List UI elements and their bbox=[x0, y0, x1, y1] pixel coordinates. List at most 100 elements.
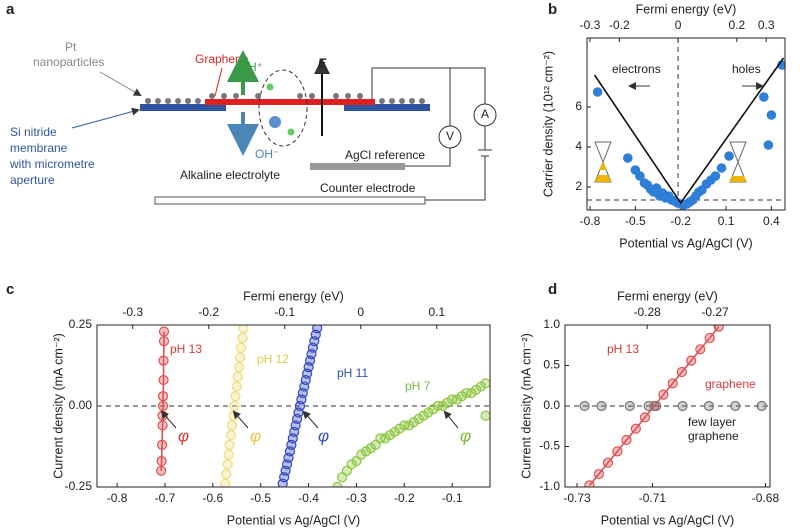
x2-axis-label: Fermi energy (eV) bbox=[243, 289, 344, 303]
data-point bbox=[677, 400, 688, 412]
panel-letter: c bbox=[6, 281, 14, 298]
annotation: holes bbox=[732, 62, 761, 76]
y-tick-label: 6 bbox=[575, 99, 582, 113]
data-point bbox=[667, 378, 678, 389]
graphene-label: Graphene bbox=[195, 52, 249, 66]
y-tick-label: 0.0 bbox=[543, 398, 560, 412]
arrow bbox=[302, 410, 319, 429]
data-point bbox=[658, 389, 669, 400]
data-point bbox=[676, 366, 687, 378]
x-tick-label: -0.6 bbox=[202, 491, 223, 505]
arrow bbox=[71, 107, 140, 129]
data-point bbox=[596, 400, 607, 412]
chart-panel: b -0.8 -0.5 -0.2 0.1 0.4 -0.3 -0.2 0 0.2 0.3 2 4 6 Pot… bbox=[541, 1, 786, 250]
data-point bbox=[157, 400, 169, 412]
x2-tick-label: -0.2 bbox=[609, 18, 630, 32]
data-point bbox=[593, 468, 605, 480]
data-point bbox=[232, 371, 243, 382]
y-tick-label: 0.25 bbox=[69, 317, 93, 331]
x-tick-label: -0.5 bbox=[250, 491, 271, 505]
data-point bbox=[312, 325, 323, 334]
data-layer bbox=[592, 57, 785, 210]
chart-panel: c -0.8 -0.7 -0.6 -0.5 -0.4 -0.3 -0.2 -0.1 -0.3 -0.… bbox=[6, 281, 491, 527]
data-point bbox=[158, 374, 169, 386]
annotation: φ bbox=[318, 426, 329, 445]
data-point bbox=[156, 465, 167, 476]
data-point bbox=[695, 344, 706, 355]
ammeter-label: A bbox=[481, 107, 489, 121]
data-point bbox=[480, 410, 490, 421]
arrow bbox=[443, 410, 459, 429]
data-point bbox=[710, 171, 721, 181]
x-tick-label: -0.8 bbox=[580, 214, 601, 228]
nanoparticles bbox=[145, 93, 425, 104]
data-point bbox=[713, 325, 724, 332]
data-point bbox=[621, 434, 632, 446]
panel-letter: a bbox=[6, 1, 15, 18]
proton bbox=[266, 83, 274, 91]
data-point bbox=[630, 423, 641, 434]
arrow bbox=[99, 71, 142, 96]
y-axis-label: Carrier density (10¹² cm⁻²) bbox=[541, 51, 555, 197]
ion bbox=[269, 116, 281, 128]
x2-tick-label: -0.28 bbox=[633, 305, 661, 319]
counter-label: Counter electrode bbox=[320, 181, 416, 195]
y-tick-label: 4 bbox=[575, 139, 582, 153]
data-point bbox=[234, 362, 245, 373]
data-point bbox=[724, 151, 734, 161]
data-point bbox=[224, 439, 235, 450]
annotation: pH 12 bbox=[257, 352, 289, 366]
arrow bbox=[232, 410, 249, 429]
data-point bbox=[592, 87, 603, 97]
ion bbox=[287, 128, 295, 136]
x-tick-label: -0.71 bbox=[639, 491, 667, 505]
data-point bbox=[651, 400, 662, 412]
ammeter bbox=[473, 103, 497, 127]
data-point bbox=[623, 153, 633, 163]
annotation: pH 11 bbox=[337, 366, 368, 380]
plot-frame bbox=[96, 324, 491, 488]
annotation: few layer bbox=[688, 415, 736, 429]
data-point bbox=[158, 355, 169, 366]
data-point bbox=[643, 400, 654, 412]
data-point bbox=[238, 325, 249, 334]
x-tick-label: -0.1 bbox=[442, 491, 463, 505]
graphene-sheet bbox=[205, 99, 375, 105]
membrane-label: Si nitride bbox=[10, 125, 57, 139]
y-tick-label: 2 bbox=[575, 179, 582, 193]
y-tick-label: 1.0 bbox=[543, 317, 560, 331]
y-tick-label: -0.25 bbox=[65, 479, 93, 493]
h-plus: H⁺ bbox=[248, 60, 263, 74]
panel-letter: d bbox=[548, 281, 557, 298]
voltmeter-label: V bbox=[446, 129, 454, 143]
data-point bbox=[230, 391, 241, 402]
annotation: graphene bbox=[688, 429, 739, 443]
panel-a: a Pt nanoparticles Graphene H⁺ OH⁻ E Si … bbox=[6, 1, 497, 205]
x2-tick-label: 0 bbox=[675, 18, 682, 32]
reference-label: AgCl reference bbox=[345, 148, 425, 162]
x-axis-label: Potential vs Ag/AgCl (V) bbox=[601, 513, 734, 527]
data-layer bbox=[579, 325, 767, 487]
series-line bbox=[593, 57, 785, 205]
panel-letter: b bbox=[548, 1, 557, 18]
y-tick-label: 0.5 bbox=[543, 358, 560, 372]
annotation: pH 13 bbox=[170, 342, 202, 356]
x-tick-label: -0.73 bbox=[563, 491, 591, 505]
x-axis-label: Potential vs Ag/AgCl (V) bbox=[227, 513, 360, 527]
data-point bbox=[223, 449, 234, 460]
data-point bbox=[624, 400, 635, 412]
insets bbox=[594, 141, 747, 183]
data-point bbox=[237, 332, 248, 344]
data-point bbox=[158, 326, 170, 337]
annotation: pH 13 bbox=[607, 342, 639, 356]
y-tick-label: -0.5 bbox=[539, 439, 560, 453]
plot-frame bbox=[564, 324, 771, 488]
annotation: pH 7 bbox=[405, 379, 431, 393]
data-point bbox=[602, 457, 614, 468]
membrane bbox=[140, 104, 226, 111]
x2-tick-label: 0.1 bbox=[428, 305, 445, 319]
annotation: graphene bbox=[705, 377, 756, 391]
x2-axis-label: Fermi energy (eV) bbox=[617, 289, 718, 303]
